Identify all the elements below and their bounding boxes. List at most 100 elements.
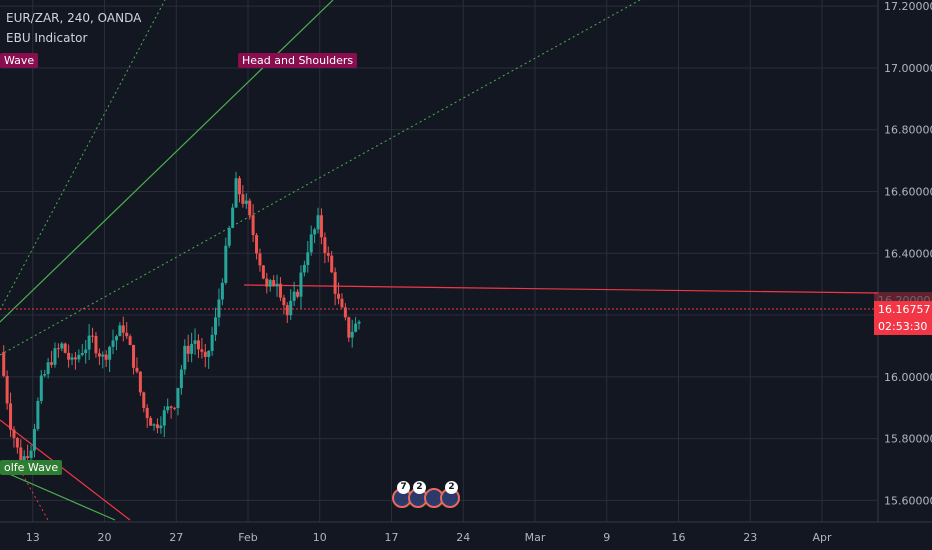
candle-body[interactable] [155,424,159,429]
candle-body[interactable] [87,335,91,350]
fib-fan-line-dotted-2[interactable] [0,0,166,311]
candle-body[interactable] [200,349,204,352]
time-axis[interactable] [0,522,932,550]
candle-body[interactable] [313,229,317,235]
indicator-title[interactable]: EBU Indicator [6,31,88,45]
candle-body[interactable] [94,335,98,354]
wolfe-wave-red-line[interactable] [0,419,131,521]
fib-fan-line-dotted-1[interactable] [0,0,641,356]
candle-body[interactable] [333,272,337,294]
candle-body[interactable] [227,227,231,246]
candle-body[interactable] [278,283,282,298]
candle-body[interactable] [241,194,245,204]
candle-body[interactable] [73,357,77,360]
candle-body[interactable] [121,325,125,333]
candle-body[interactable] [285,305,289,316]
candle-body[interactable] [330,255,334,273]
candle-body[interactable] [214,317,218,335]
candle-body[interactable] [265,278,269,287]
candle-body[interactable] [190,343,194,354]
candle-body[interactable] [292,291,296,301]
candle-body[interactable] [275,283,279,287]
candle-body[interactable] [186,345,190,354]
candle-body[interactable] [111,340,115,347]
candle-body[interactable] [309,234,313,253]
candle-body[interactable] [203,351,207,357]
candle-body[interactable] [46,362,50,375]
candle-body[interactable] [347,317,351,338]
candle-body[interactable] [179,369,183,389]
candle-body[interactable] [173,407,177,409]
candle-body[interactable] [282,297,286,306]
candle-body[interactable] [340,298,344,308]
candle-body[interactable] [299,272,303,297]
candle-body[interactable] [29,450,33,458]
candle-body[interactable] [84,349,88,354]
candle-body[interactable] [193,340,197,344]
candle-body[interactable] [183,345,187,370]
candle-body[interactable] [162,410,166,426]
candle-body[interactable] [142,392,146,408]
candles[interactable] [2,171,361,470]
candle-body[interactable] [138,371,142,393]
candle-body[interactable] [166,406,170,411]
candle-body[interactable] [97,353,101,357]
candle-body[interactable] [26,456,30,458]
wolfe-wave-green-line[interactable] [0,469,116,521]
candle-body[interactable] [326,252,330,256]
candle-body[interactable] [210,334,214,351]
candle-body[interactable] [50,362,54,365]
candle-body[interactable] [104,354,108,360]
event-flag-icon[interactable]: 2 [440,481,460,508]
candle-body[interactable] [255,234,259,254]
candle-body[interactable] [36,400,40,429]
candle-body[interactable] [159,425,163,429]
candle-body[interactable] [80,353,84,355]
candle-body[interactable] [9,403,13,430]
candle-body[interactable] [145,407,149,419]
candle-body[interactable] [272,280,276,287]
candle-body[interactable] [169,406,173,408]
candle-body[interactable] [77,354,81,360]
candle-body[interactable] [32,428,36,451]
candle-body[interactable] [67,352,71,360]
candle-body[interactable] [354,323,358,332]
candle-body[interactable] [39,375,43,401]
candle-body[interactable] [244,200,248,204]
candle-body[interactable] [19,447,23,468]
candle-body[interactable] [12,429,16,438]
candle-body[interactable] [316,215,320,230]
candle-body[interactable] [91,335,95,337]
candle-body[interactable] [2,352,6,376]
price-axis[interactable] [878,0,932,522]
candle-body[interactable] [237,178,241,195]
candle-body[interactable] [128,336,132,345]
candle-body[interactable] [125,332,129,337]
candle-body[interactable] [152,424,156,426]
candle-body[interactable] [268,280,272,287]
candle-body[interactable] [323,237,327,253]
candle-body[interactable] [248,200,252,216]
candle-body[interactable] [251,215,255,235]
candle-body[interactable] [289,300,293,316]
head-and-shoulders-tag[interactable]: Head and Shoulders [238,53,358,68]
candle-body[interactable] [149,418,153,426]
candle-body[interactable] [234,178,238,208]
candle-body[interactable] [258,253,262,266]
candle-body[interactable] [43,374,47,376]
candle-body[interactable] [343,307,347,318]
candle-body[interactable] [15,437,19,448]
candle-body[interactable] [231,207,235,228]
candle-body[interactable] [70,357,74,360]
wave-tag[interactable]: Wave [0,53,39,68]
candle-body[interactable] [53,348,57,365]
candle-body[interactable] [56,348,60,350]
candle-body[interactable] [296,291,300,297]
candle-body[interactable] [217,299,221,318]
candle-body[interactable] [357,321,361,324]
candle-body[interactable] [118,325,122,337]
candle-body[interactable] [196,340,200,350]
candle-body[interactable] [60,343,64,349]
candle-body[interactable] [220,282,224,300]
candle-body[interactable] [101,354,105,357]
